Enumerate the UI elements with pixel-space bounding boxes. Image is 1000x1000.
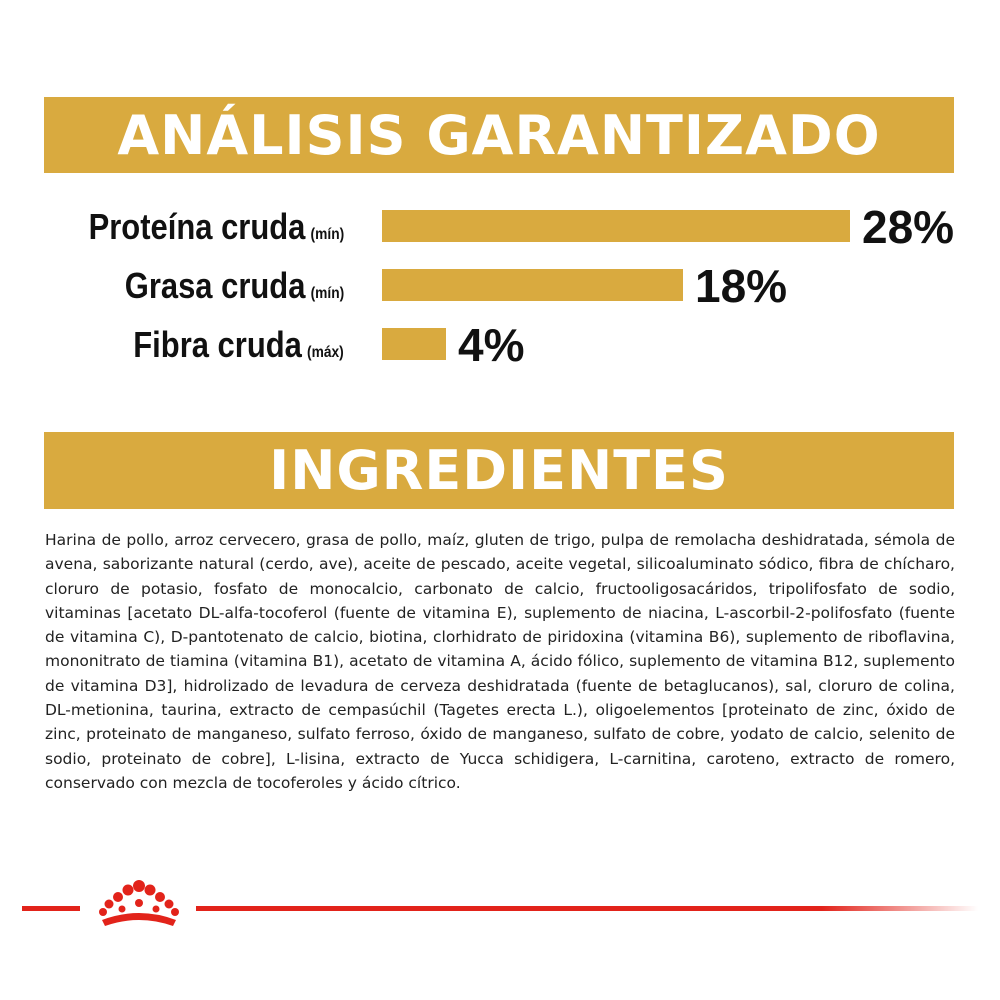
row-qualifier: (mín) [310, 285, 344, 302]
row-label: Proteína cruda (mín) [88, 206, 344, 248]
row-qualifier: (mín) [310, 226, 344, 243]
row-label-text: Grasa cruda [124, 265, 306, 306]
row-label-text: Proteína cruda [88, 206, 306, 247]
analysis-row-fiber: Fibra cruda (máx) 4% [0, 316, 1000, 376]
row-label-text: Fibra cruda [133, 324, 303, 365]
analysis-row-fat: Grasa cruda (mín) 18% [0, 257, 1000, 317]
analysis-title: ANÁLISIS GARANTIZADO [117, 103, 881, 167]
value-bar [382, 328, 446, 360]
footer-rule-right [196, 906, 978, 911]
row-value: 18% [695, 260, 788, 312]
ingredients-banner: INGREDIENTES [44, 432, 954, 509]
analysis-banner: ANÁLISIS GARANTIZADO [44, 97, 954, 173]
row-value: 28% [862, 201, 955, 253]
crown-icon [99, 880, 179, 926]
value-bar [382, 269, 683, 301]
row-label: Fibra cruda (máx) [134, 324, 344, 366]
footer-rule-left [22, 906, 80, 911]
analysis-row-protein: Proteína cruda (mín) 28% [0, 198, 1000, 258]
row-qualifier: (máx) [307, 344, 344, 361]
ingredients-title: INGREDIENTES [269, 439, 729, 502]
value-bar [382, 210, 850, 242]
row-label: Grasa cruda (mín) [124, 265, 344, 307]
row-value: 4% [458, 319, 525, 371]
ingredients-text: Harina de pollo, arroz cervecero, grasa … [45, 531, 955, 792]
